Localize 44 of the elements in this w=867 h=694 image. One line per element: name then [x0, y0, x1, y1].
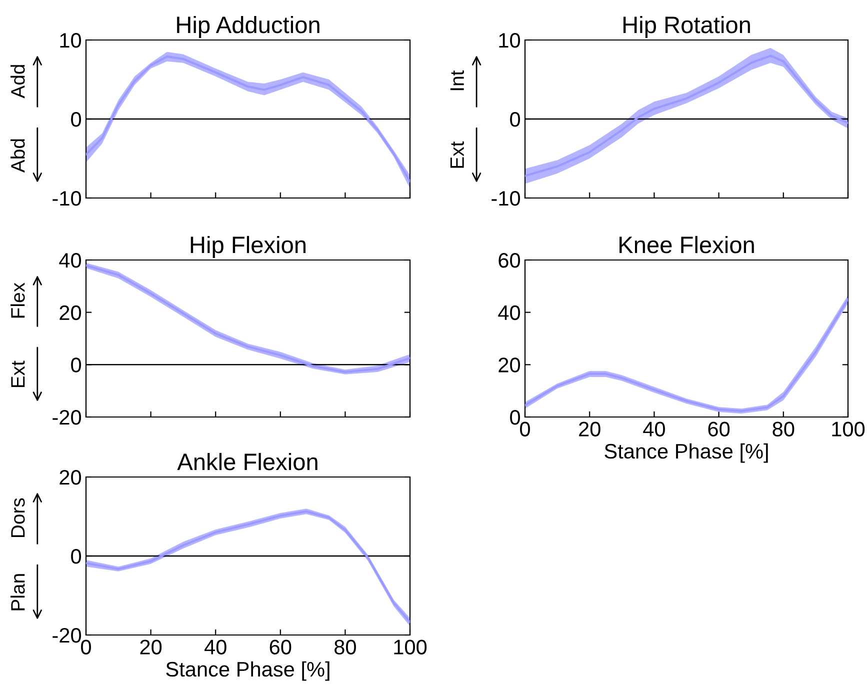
chart-title: Knee Flexion: [620, 236, 754, 254]
chart-title: Hip Adduction: [177, 16, 320, 38]
x-axis-title: Stance Phase [%]: [604, 443, 768, 463]
y-tick-label: -10: [52, 191, 82, 206]
y-tick-label: 60: [498, 253, 520, 268]
y-tick-label: -20: [52, 410, 82, 425]
x-tick-label: 80: [334, 640, 356, 654]
text: Plan: [10, 574, 25, 610]
y-tick-label: 0: [510, 112, 520, 127]
y-tick-label: 10: [60, 33, 82, 48]
x-tick-label: 60: [708, 422, 730, 436]
y-tick-label: 20: [60, 470, 82, 485]
x-tick-label: 100: [394, 640, 427, 654]
x-tick-label: 80: [772, 422, 794, 436]
y-tick-label: 20: [60, 305, 82, 320]
text: Dors: [11, 498, 25, 538]
x-tick-label: 40: [204, 640, 226, 654]
y-tick-label: -10: [492, 191, 520, 206]
y-tick-label: -20: [52, 628, 82, 643]
y-tick-label: 40: [498, 305, 520, 320]
x-tick-label: 0: [520, 422, 530, 436]
y-tick-label: 0: [71, 549, 82, 564]
y-tick-label: 0: [71, 112, 82, 127]
x-tick-label: 0: [81, 640, 91, 654]
text: Ext: [11, 360, 25, 388]
y-tick-label: 0: [71, 358, 82, 372]
x-tick-label: 20: [579, 422, 600, 436]
chart-title: Ankle Flexion: [177, 452, 318, 470]
x-axis-title: Stance Phase [%]: [166, 661, 330, 681]
x-tick-label: 20: [140, 640, 162, 654]
text: Int: [450, 70, 464, 90]
text: Ext: [450, 141, 464, 168]
y-tick-label: 0: [510, 410, 520, 425]
chart-title: Hip Rotation: [623, 16, 750, 38]
y-tick-label: 20: [498, 358, 520, 372]
x-tick-label: 100: [832, 422, 865, 436]
y-tick-label: 40: [59, 253, 82, 268]
text: Flex: [10, 282, 25, 318]
x-tick-label: 60: [270, 640, 292, 654]
x-tick-label: 40: [643, 422, 665, 436]
chart-title: Hip Flexion: [190, 236, 306, 258]
text: Add: [10, 65, 25, 98]
y-tick-label: 10: [499, 33, 520, 48]
text: Abd: [10, 139, 25, 173]
